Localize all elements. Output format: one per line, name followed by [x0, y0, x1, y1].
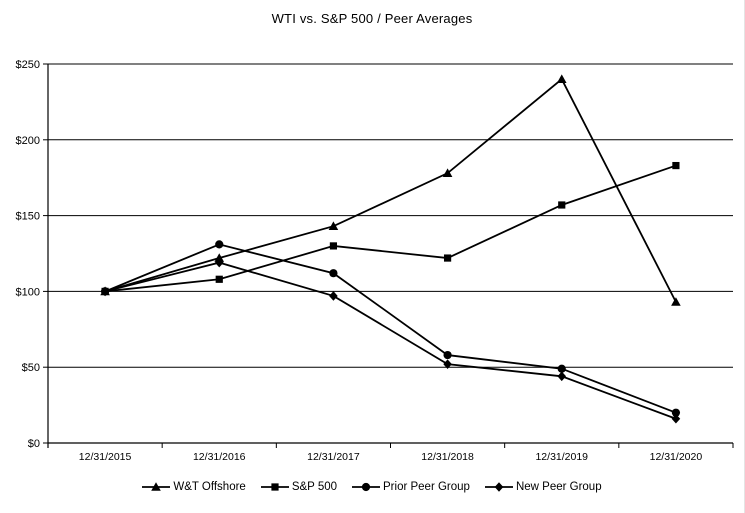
x-axis-tick-label: 12/31/2016: [193, 451, 246, 463]
triangle-legend-marker-icon: [142, 482, 171, 491]
legend-label: New Peer Group: [515, 481, 602, 493]
series-line-square: [104, 164, 677, 293]
triangle-marker-icon: [328, 221, 339, 231]
diamond-marker-icon: [214, 257, 224, 268]
x-axis-tick-label: 12/31/2018: [421, 451, 474, 463]
series-line-triangle: [104, 77, 677, 303]
square-marker-icon: [558, 201, 566, 209]
diamond-marker-icon: [329, 291, 338, 301]
y-axis-tick-label: $250: [16, 59, 40, 71]
series-line-circle: [104, 243, 677, 414]
triangle-marker-icon: [671, 297, 681, 306]
diamond-marker-icon: [557, 371, 567, 382]
y-axis-tick-label: $0: [28, 438, 40, 450]
triangle-marker-icon: [556, 74, 567, 83]
square-legend-marker-icon: [260, 483, 289, 491]
y-axis-tick-label: $50: [22, 362, 40, 374]
x-axis-tick-label: 12/31/2017: [307, 451, 360, 463]
y-axis-tick-label: $150: [16, 211, 40, 223]
legend-item: New Peer Group: [484, 481, 602, 493]
diamond-marker-icon: [671, 413, 681, 424]
x-axis-tick-label: 12/31/2019: [535, 451, 588, 463]
circle-marker-icon: [215, 240, 224, 249]
legend-label: S&P 500: [291, 481, 338, 493]
line-chart: $0 $50 $100 $150 $200 $250 12/31/2015 12/31/201…: [16, 59, 734, 463]
chart-legend: W&T Offshore S&P 500 Prior Peer Group New P…: [0, 481, 744, 493]
legend-item: S&P 500: [260, 481, 338, 493]
legend-label: Prior Peer Group: [383, 481, 470, 493]
x-axis-tick-label: 12/31/2020: [650, 451, 703, 463]
square-marker-icon: [443, 254, 452, 262]
circle-marker-icon: [557, 364, 566, 373]
triangle-marker-icon: [214, 253, 225, 262]
diamond-legend-marker-icon: [484, 482, 513, 492]
circle-marker-icon: [329, 269, 338, 278]
circle-marker-icon: [671, 408, 681, 417]
series-line-diamond: [104, 261, 677, 420]
circle-legend-marker-icon: [352, 482, 381, 492]
triangle-marker-icon: [442, 168, 453, 177]
legend-item: Prior Peer Group: [352, 481, 470, 493]
diamond-marker-icon: [100, 286, 110, 297]
y-axis-tick-label: $100: [16, 286, 40, 298]
diamond-marker-icon: [443, 359, 452, 369]
legend-item: W&T Offshore: [142, 481, 246, 493]
circle-marker-icon: [443, 350, 452, 360]
x-axis-tick-label: 12/31/2015: [79, 451, 132, 463]
y-axis-tick-label: $200: [16, 135, 40, 147]
chart-title: WTI vs. S&P 500 / Peer Averages: [271, 11, 473, 26]
square-marker-icon: [329, 242, 338, 250]
legend-label: W&T Offshore: [173, 481, 246, 493]
square-marker-icon: [672, 161, 680, 170]
square-marker-icon: [215, 275, 223, 283]
